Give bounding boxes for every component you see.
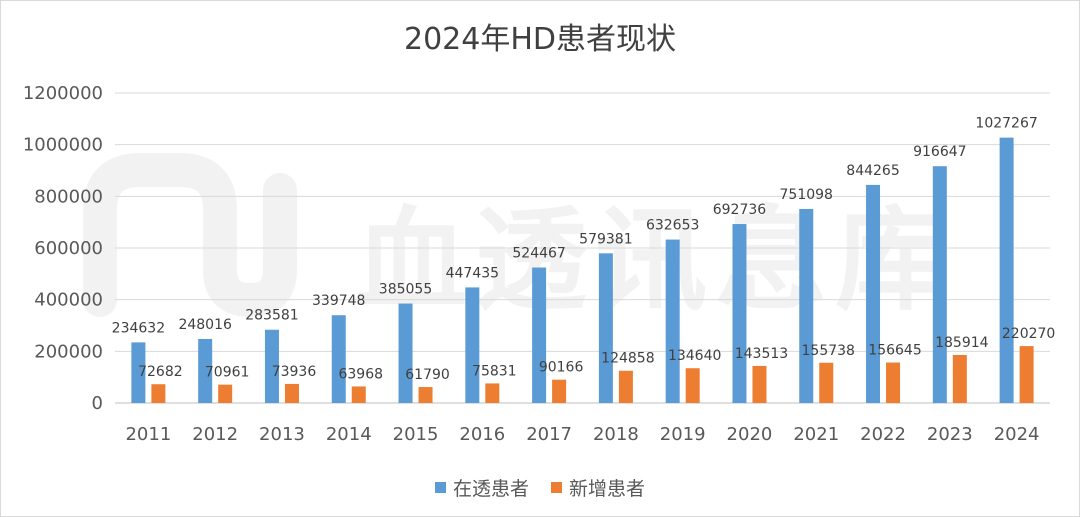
- bar-series-1: [398, 303, 413, 403]
- x-tick-label: 2017: [526, 424, 572, 445]
- bar-series-1: [264, 329, 279, 403]
- legend: 在透患者 新增患者: [0, 474, 1080, 501]
- data-label-series-1: 385055: [379, 282, 432, 298]
- x-tick-label: 2015: [393, 424, 439, 445]
- data-label-series-2: 72682: [138, 364, 183, 380]
- data-label-series-1: 283581: [245, 308, 298, 324]
- data-label-series-2: 63968: [338, 366, 383, 382]
- y-tick-label: 600000: [34, 238, 103, 259]
- data-label-series-1: 524467: [512, 246, 565, 262]
- legend-swatch-series-1: [434, 482, 446, 493]
- x-tick-label: 2020: [727, 424, 773, 445]
- data-label-series-1: 632653: [646, 218, 699, 234]
- data-label-series-2: 220270: [1002, 326, 1055, 342]
- y-tick-label: 1000000: [23, 135, 103, 156]
- data-label-series-2: 143513: [735, 346, 788, 362]
- bar-series-1: [999, 137, 1014, 404]
- data-label-series-2: 155738: [802, 343, 855, 359]
- legend-label-series-1: 在透患者: [452, 478, 529, 500]
- data-label-series-1: 916647: [913, 144, 966, 160]
- bar-series-1: [932, 166, 947, 403]
- bar-series-2: [886, 362, 901, 403]
- legend-item-series-2: 新增患者: [551, 474, 645, 501]
- x-tick-label: 2011: [125, 424, 171, 445]
- bar-series-1: [532, 267, 547, 403]
- bar-series-2: [151, 384, 166, 403]
- x-tick-label: 2016: [459, 424, 505, 445]
- data-label-series-2: 124858: [601, 351, 654, 367]
- data-label-series-1: 844265: [846, 163, 899, 179]
- bar-series-2: [752, 365, 767, 403]
- x-tick-label: 2013: [259, 424, 305, 445]
- bar-series-1: [598, 253, 613, 403]
- y-tick-label: 1200000: [23, 83, 103, 104]
- x-tick-label: 2022: [860, 424, 906, 445]
- legend-swatch-series-2: [551, 482, 562, 493]
- bar-series-1: [665, 239, 680, 403]
- data-label-series-1: 248016: [178, 317, 232, 333]
- data-label-series-1: 751098: [780, 187, 833, 203]
- y-tick-label: 400000: [34, 290, 103, 311]
- bar-series-1: [198, 338, 213, 403]
- bar-series-2: [952, 354, 967, 403]
- x-tick-label: 2023: [927, 424, 973, 445]
- bar-series-2: [485, 383, 500, 403]
- bar-series-2: [819, 362, 834, 403]
- x-tick-label: 2021: [793, 424, 839, 445]
- bar-series-2: [351, 386, 366, 403]
- data-label-series-1: 447435: [446, 265, 499, 281]
- legend-label-series-2: 新增患者: [569, 478, 646, 500]
- data-label-series-2: 156645: [868, 343, 921, 359]
- x-tick-label: 2019: [660, 424, 706, 445]
- bar-series-1: [131, 342, 146, 403]
- data-label-series-2: 73936: [272, 364, 317, 380]
- bar-series-2: [284, 383, 299, 403]
- data-label-series-1: 234632: [112, 320, 165, 336]
- bar-series-2: [685, 368, 700, 403]
- data-label-series-1: 692736: [713, 202, 767, 218]
- bar-series-2: [1019, 346, 1034, 403]
- data-label-series-1: 1027267: [975, 116, 1037, 132]
- bar-series-1: [799, 208, 814, 403]
- bar-series-2: [552, 379, 567, 403]
- bar-series-2: [218, 384, 233, 403]
- bar-series-1: [732, 224, 747, 403]
- data-label-series-2: 70961: [205, 365, 250, 381]
- data-label-series-2: 134640: [668, 348, 721, 364]
- data-label-series-2: 185914: [935, 335, 989, 351]
- bar-series-1: [465, 287, 480, 403]
- data-label-series-2: 61790: [405, 367, 450, 383]
- bar-series-2: [418, 387, 433, 403]
- data-label-series-1: 339748: [312, 293, 365, 309]
- chart-title: 2024年HD患者现状: [403, 22, 676, 57]
- bar-series-2: [618, 370, 633, 403]
- bar-series-1: [331, 315, 346, 403]
- x-tick-label: 2012: [192, 424, 238, 445]
- x-tick-label: 2018: [593, 424, 639, 445]
- y-tick-label: 800000: [34, 186, 103, 207]
- x-tick-label: 2014: [326, 424, 372, 445]
- bar-series-1: [866, 184, 881, 403]
- y-tick-label: 200000: [34, 341, 103, 362]
- legend-item-series-1: 在透患者: [434, 474, 529, 501]
- data-label-series-2: 75831: [472, 363, 517, 379]
- data-label-series-2: 90166: [539, 360, 584, 376]
- data-label-series-1: 579381: [579, 231, 632, 247]
- y-tick-label: 0: [92, 393, 103, 414]
- x-tick-label: 2024: [994, 424, 1040, 445]
